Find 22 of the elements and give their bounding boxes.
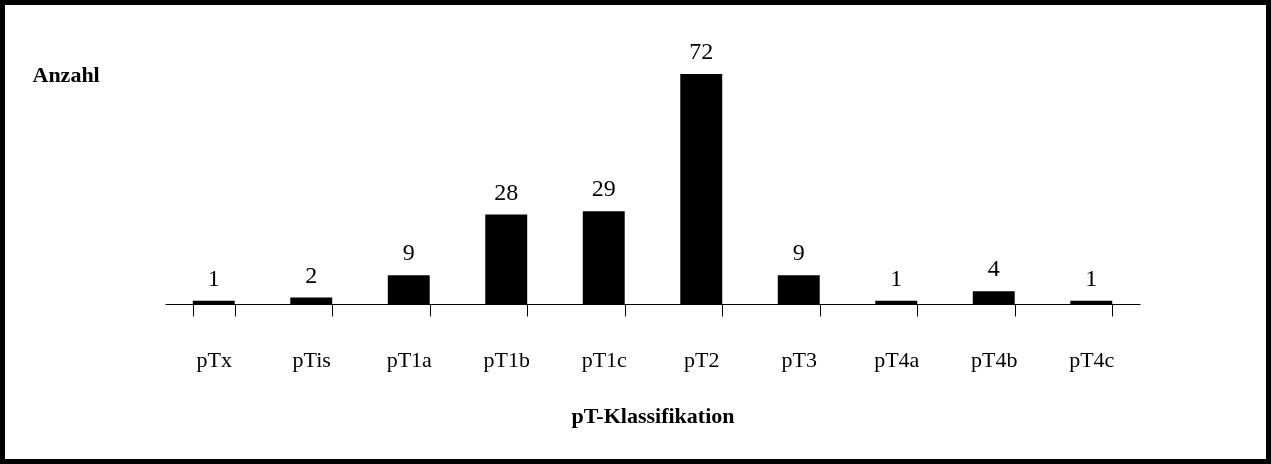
x-tick-label: pT4a bbox=[874, 346, 920, 372]
x-tick-label: pT4c bbox=[1069, 346, 1115, 372]
x-tick-label: pT1c bbox=[581, 346, 628, 372]
data-label: 4 bbox=[987, 255, 1000, 282]
data-label: 1 bbox=[207, 264, 220, 291]
x-tick-label: pT4b bbox=[971, 346, 1018, 372]
data-label: 72 bbox=[689, 38, 714, 64]
data-label: 1 bbox=[890, 264, 903, 291]
y-axis-title: Anzahl bbox=[32, 61, 100, 87]
data-label: 1 bbox=[1085, 264, 1098, 291]
x-tick-label: pT2 bbox=[684, 346, 720, 372]
data-label: 28 bbox=[494, 178, 519, 205]
x-axis-title: pT-Klassifikation bbox=[571, 402, 735, 428]
x-tick-label: pT3 bbox=[781, 346, 817, 372]
x-tick-label: pTis bbox=[292, 346, 331, 372]
data-label: 9 bbox=[402, 239, 415, 266]
data-label: 29 bbox=[591, 175, 616, 202]
data-label: 9 bbox=[792, 239, 805, 266]
x-tick-label: pTx bbox=[196, 346, 232, 372]
x-tick-label: pT1a bbox=[386, 346, 433, 372]
x-tick-label: pT1b bbox=[483, 346, 530, 372]
data-label: 2 bbox=[305, 261, 318, 288]
